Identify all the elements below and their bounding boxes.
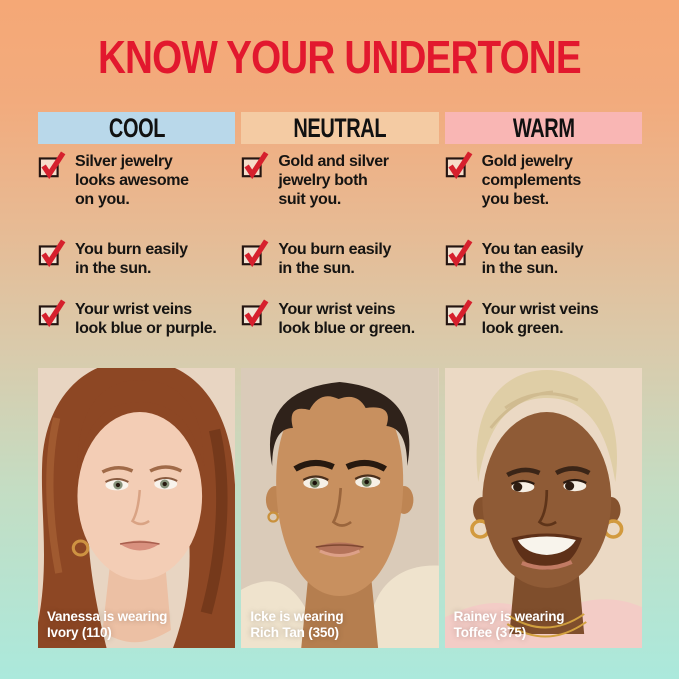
red-checkmark-checkbox-icon [242,239,269,268]
neutral-checklist: Gold and silver jewelry both suit you. Y… [241,144,438,368]
checklist-item-text: Your wrist veins look green. [481,301,599,337]
model-photos-row: Vanessa is wearing Ivory (110) [38,368,642,648]
red-checkmark-checkbox-icon [38,151,66,180]
checklist-item-text: Gold jewelry complements you best. [481,153,582,208]
checklist-item-text: Your wrist veins look blue or green. [278,301,415,337]
photo-caption: Vanessa is wearing Ivory (110) [47,609,168,641]
red-checkmark-checkbox-icon [445,151,473,180]
checklist-item-text: You burn easily in the sun. [278,241,392,277]
model-photo-rainey: Rainey is wearing Toffee (375) [444,368,642,648]
warm-header: WARM [444,112,642,144]
checklist-item-text: You tan easily in the sun. [481,241,584,277]
model-photo-vanessa: Vanessa is wearing Ivory (110) [38,368,236,648]
column-cool: COOL Silver jewelry looks awesome on you… [38,112,236,368]
checklist-item-text: Silver jewelry looks awesome on you. [75,153,189,208]
checklist-item-text: Your wrist veins look blue or purple. [75,301,217,337]
portrait-illustration-rainey [444,368,642,648]
red-checkmark-checkbox-icon [445,239,473,268]
warm-checklist: Gold jewelry complements you best. You t… [445,144,642,368]
portrait-illustration-icke [241,368,439,648]
checklist-item-text: You burn easily in the sun. [75,241,188,277]
cool-header: COOL [38,112,236,144]
neutral-header-label: NEUTRAL [293,113,387,143]
model-photo-icke: Icke is wearing Rich Tan (350) [241,368,439,648]
checklist-item: Your wrist veins look blue or green. [241,299,438,368]
red-checkmark-checkbox-icon [445,299,473,328]
checklist-item: You tan easily in the sun. [445,239,642,300]
cool-checklist: Silver jewelry looks awesome on you. You… [38,144,235,368]
red-checkmark-checkbox-icon [38,239,66,268]
page-title: KNOW YOUR UNDERTONE [0,34,679,80]
checklist-item: Silver jewelry looks awesome on you. [38,151,235,240]
checklist-item-text: Gold and silver jewelry both suit you. [278,153,389,208]
photo-caption: Icke is wearing Rich Tan (350) [250,609,344,641]
neutral-header: NEUTRAL [241,112,439,144]
checklist-item: Your wrist veins look blue or purple. [38,299,235,368]
page-title-text: KNOW YOUR UNDERTONE [98,31,582,83]
checklist-item: Gold and silver jewelry both suit you. [241,151,438,240]
cool-header-label: COOL [108,113,166,143]
red-checkmark-checkbox-icon [242,299,269,328]
column-neutral: NEUTRAL Gold and silver jewelry both sui… [241,112,439,368]
checklist-item: You burn easily in the sun. [241,239,438,300]
portrait-illustration-vanessa [38,368,236,648]
photo-caption: Rainey is wearing Toffee (375) [453,609,565,641]
red-checkmark-checkbox-icon [242,151,269,180]
red-checkmark-checkbox-icon [38,299,66,328]
warm-header-label: WARM [512,113,575,143]
column-warm: WARM Gold jewelry complements you best. … [444,112,642,368]
checklist-item: You burn easily in the sun. [38,239,235,300]
checklist-item: Your wrist veins look green. [445,299,642,368]
undertone-columns: COOL Silver jewelry looks awesome on you… [38,112,642,368]
checklist-item: Gold jewelry complements you best. [445,151,642,240]
